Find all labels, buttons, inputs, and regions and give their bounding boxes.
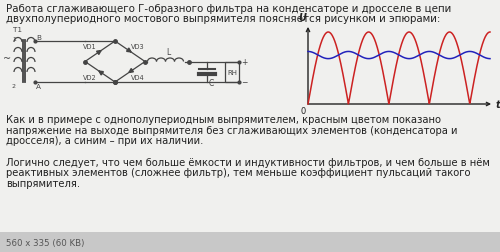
- Text: VD3: VD3: [131, 44, 145, 50]
- Text: 1: 1: [12, 37, 16, 42]
- Bar: [225, 62, 239, 83]
- Text: +: +: [241, 58, 248, 67]
- Text: RH: RH: [227, 70, 237, 75]
- Text: B: B: [36, 35, 41, 41]
- Polygon shape: [126, 49, 131, 53]
- Text: t: t: [496, 100, 500, 110]
- Polygon shape: [129, 69, 134, 73]
- Text: выпрямителя.: выпрямителя.: [6, 178, 80, 188]
- Text: Логично следует, что чем больше ёмкости и индуктивности фильтров, и чем больше в: Логично следует, что чем больше ёмкости …: [6, 158, 490, 167]
- Text: −: −: [241, 78, 248, 87]
- Text: Как и в примере с однополупериодным выпрямителем, красным цветом показано: Как и в примере с однополупериодным выпр…: [6, 115, 441, 124]
- Text: 560 x 335 (60 KB): 560 x 335 (60 KB): [6, 238, 84, 247]
- Text: T1: T1: [13, 27, 22, 33]
- Text: 0: 0: [301, 107, 306, 115]
- Text: напряжение на выходе выпрямителя без сглаживающих элементов (конденсатора и: напряжение на выходе выпрямителя без сгл…: [6, 125, 458, 135]
- Text: двухполупериодного мостового выпрямителя поясняется рисунком и эпюрами:: двухполупериодного мостового выпрямителя…: [6, 14, 440, 24]
- Text: дросселя), а синим – при их наличии.: дросселя), а синим – при их наличии.: [6, 136, 203, 145]
- Text: Работа сглаживающего Г-образного фильтра на конденсаторе и дросселе в цепи: Работа сглаживающего Г-образного фильтра…: [6, 4, 451, 14]
- Text: реактивных элементов (сложнее фильтр), тем меньше коэффициент пульсаций такого: реактивных элементов (сложнее фильтр), т…: [6, 168, 470, 178]
- Text: VD1: VD1: [83, 44, 97, 50]
- Bar: [0, 232, 500, 252]
- Text: A: A: [36, 84, 41, 90]
- Text: VD2: VD2: [83, 74, 97, 80]
- Text: C: C: [209, 79, 214, 88]
- Text: VD4: VD4: [131, 74, 145, 80]
- Text: 2: 2: [12, 84, 16, 89]
- Polygon shape: [99, 72, 103, 76]
- Text: L: L: [166, 47, 170, 56]
- Text: U: U: [298, 13, 306, 23]
- Polygon shape: [96, 51, 101, 55]
- Text: ~: ~: [3, 54, 11, 64]
